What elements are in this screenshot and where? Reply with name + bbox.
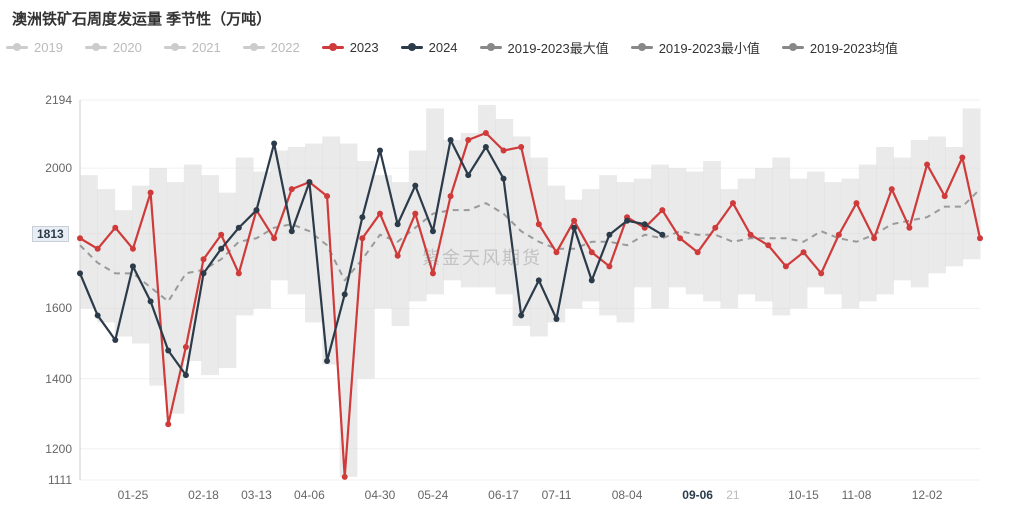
legend-item[interactable]: 2020 bbox=[85, 40, 142, 55]
y-tick-label: 2194 bbox=[12, 93, 72, 107]
legend-marker-dot bbox=[250, 43, 258, 51]
chart-title: 澳洲铁矿石周度发运量 季节性（万吨） bbox=[12, 8, 271, 29]
x-tick-label: 07-11 bbox=[542, 488, 572, 502]
y-tick-label: 1400 bbox=[12, 372, 72, 386]
x-tick-label: 04-06 bbox=[294, 488, 325, 502]
y-tick-label: 2000 bbox=[12, 161, 72, 175]
y-tick-label: 1200 bbox=[12, 442, 72, 456]
legend-item[interactable]: 2019-2023最小值 bbox=[631, 38, 760, 57]
legend-label: 2022 bbox=[271, 40, 300, 55]
legend-label: 2019-2023最大值 bbox=[508, 38, 609, 57]
legend-swatch bbox=[164, 46, 186, 49]
x-tick-label: 03-13 bbox=[241, 488, 272, 502]
legend-label: 2019-2023最小值 bbox=[659, 38, 760, 57]
legend-swatch bbox=[401, 46, 423, 49]
legend-marker-dot bbox=[171, 43, 179, 51]
legend-label: 2021 bbox=[192, 40, 221, 55]
legend-marker-dot bbox=[408, 43, 416, 51]
legend-label: 2023 bbox=[350, 40, 379, 55]
legend-item[interactable]: 2024 bbox=[401, 40, 458, 55]
legend-marker-dot bbox=[487, 43, 495, 51]
y-tick-label: 1600 bbox=[12, 301, 72, 315]
legend-item[interactable]: 2021 bbox=[164, 40, 221, 55]
legend-marker-dot bbox=[329, 43, 337, 51]
legend-item[interactable]: 2023 bbox=[322, 40, 379, 55]
legend-swatch bbox=[85, 46, 107, 49]
legend-swatch bbox=[322, 46, 344, 49]
chart-container: 澳洲铁矿石周度发运量 季节性（万吨） 201920202021202220232… bbox=[0, 0, 1009, 521]
legend-label: 2019-2023均值 bbox=[810, 38, 898, 57]
chart-svg bbox=[0, 70, 1009, 510]
legend-item[interactable]: 2019-2023最大值 bbox=[480, 38, 609, 57]
legend-label: 2024 bbox=[429, 40, 458, 55]
x-tick-label: 10-15 bbox=[788, 488, 819, 502]
legend-swatch bbox=[6, 46, 28, 49]
x-tick-label: 21 bbox=[726, 488, 739, 502]
y-tick-label: 1111 bbox=[12, 473, 72, 487]
legend-item[interactable]: 2022 bbox=[243, 40, 300, 55]
chart-plot-wrapper: 1111 1200 1400 1600 1813 2000 2194 01-25 02-18 0… bbox=[0, 70, 1009, 510]
legend-label: 2020 bbox=[113, 40, 142, 55]
legend-swatch bbox=[631, 46, 653, 49]
x-tick-label: 02-18 bbox=[188, 488, 219, 502]
legend-marker-dot bbox=[13, 43, 21, 51]
x-tick-label: 12-02 bbox=[912, 488, 943, 502]
x-tick-label: 06-17 bbox=[488, 488, 519, 502]
legend-item[interactable]: 2019-2023均值 bbox=[782, 38, 898, 57]
legend-marker-dot bbox=[92, 43, 100, 51]
legend: 2019 2020 2021 2022 2023 2024 2019-2023最大值 2019… bbox=[0, 34, 1009, 60]
x-tick-label: 08-04 bbox=[612, 488, 643, 502]
legend-label: 2019 bbox=[34, 40, 63, 55]
legend-marker-dot bbox=[789, 43, 797, 51]
legend-swatch bbox=[480, 46, 502, 49]
legend-swatch bbox=[782, 46, 804, 49]
y-tick-highlight: 1813 bbox=[32, 226, 69, 242]
x-tick-label: 11-08 bbox=[842, 488, 872, 502]
legend-item[interactable]: 2019 bbox=[6, 40, 63, 55]
legend-marker-dot bbox=[638, 43, 646, 51]
x-tick-label: 04-30 bbox=[365, 488, 396, 502]
x-tick-label: 01-25 bbox=[118, 488, 149, 502]
x-tick-label: 05-24 bbox=[418, 488, 449, 502]
legend-swatch bbox=[243, 46, 265, 49]
x-tick-highlight: 09-06 bbox=[682, 488, 713, 502]
